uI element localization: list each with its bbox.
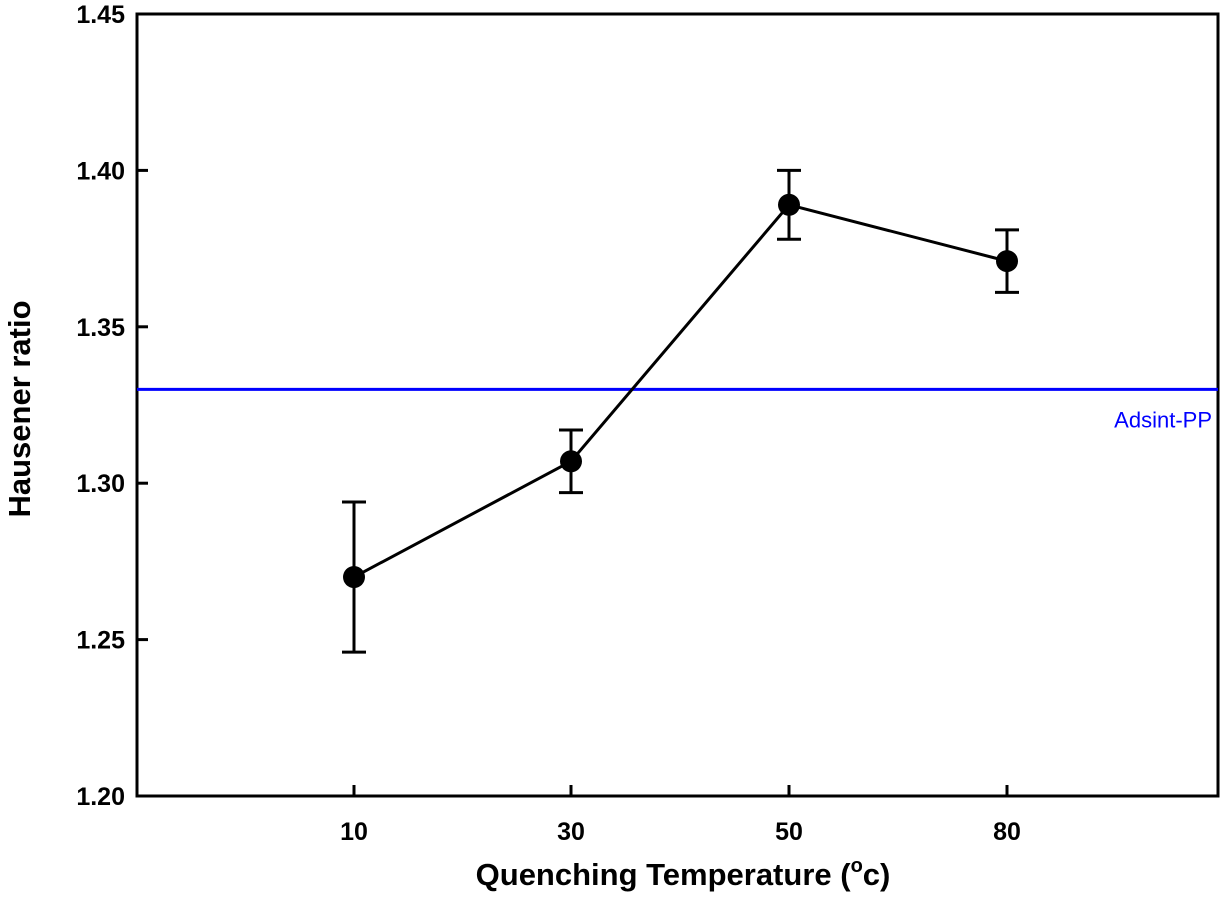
y-tick-label: 1.25 <box>76 627 125 655</box>
series <box>342 168 1019 654</box>
x-axis: 10 30 50 80 <box>340 785 1021 846</box>
x-axis-title-tail: c) <box>863 857 891 892</box>
y-axis-title: Hausener ratio <box>2 300 37 517</box>
x-axis-title-main: Quenching Temperature ( <box>476 857 852 892</box>
x-tick-label: 30 <box>557 818 585 846</box>
x-axis-title: Quenching Temperature (oc) <box>476 855 891 892</box>
y-tick-label: 1.45 <box>76 1 125 29</box>
y-axis: 1.20 1.25 1.30 1.35 1.40 1.45 <box>76 1 148 811</box>
y-tick-label: 1.30 <box>76 470 125 498</box>
data-point <box>996 250 1018 273</box>
plot-frame <box>135 12 1220 798</box>
y-tick-label: 1.40 <box>76 157 125 185</box>
x-tick-label: 80 <box>993 818 1021 846</box>
x-tick-label: 50 <box>775 818 803 846</box>
data-point <box>778 193 800 216</box>
x-axis-title-superscript: o <box>851 855 863 877</box>
series-line <box>353 203 1008 579</box>
y-tick-label: 1.20 <box>76 783 125 811</box>
x-tick-label: 10 <box>340 818 368 846</box>
reference-line-label: Adsint-PP <box>1114 407 1212 432</box>
data-point <box>560 450 582 473</box>
data-point <box>343 566 365 589</box>
y-tick-label: 1.35 <box>76 314 125 342</box>
